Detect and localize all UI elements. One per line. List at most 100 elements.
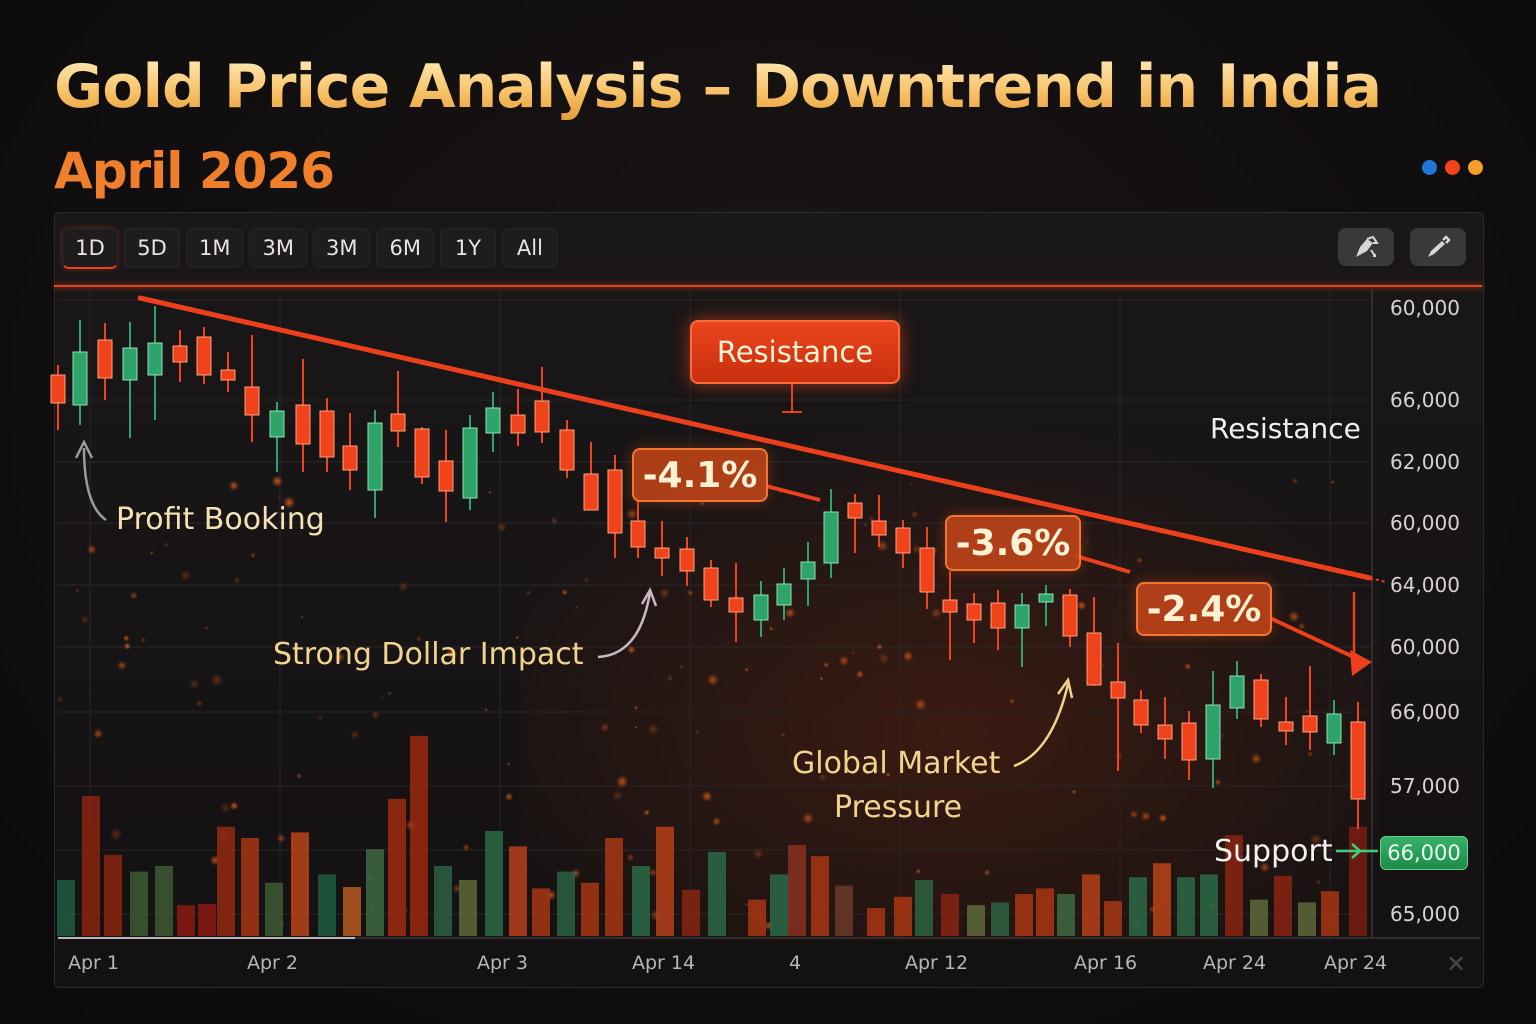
volume-bar xyxy=(682,889,700,936)
candle[interactable] xyxy=(1086,597,1102,686)
candle[interactable] xyxy=(1278,697,1294,745)
candle[interactable] xyxy=(414,427,430,484)
candle[interactable] xyxy=(196,327,212,384)
y-tick-label: 64,000 xyxy=(1390,573,1460,597)
volume-bar xyxy=(1298,902,1316,936)
candle[interactable] xyxy=(147,306,163,420)
volume-bar xyxy=(318,874,336,936)
candle[interactable] xyxy=(1229,661,1245,719)
volume-bar xyxy=(656,826,674,936)
candle[interactable] xyxy=(895,520,911,568)
candle[interactable] xyxy=(966,593,982,643)
page-subtitle: April 2026 xyxy=(54,142,335,200)
pen-icon xyxy=(1428,235,1451,257)
timeframe-6m-button[interactable]: 6M xyxy=(376,228,434,268)
x-tick-label: 4 xyxy=(789,952,802,974)
timeframe-3m-button[interactable]: 3M xyxy=(249,228,307,268)
candle[interactable] xyxy=(919,527,935,609)
candle[interactable] xyxy=(800,542,816,606)
candle[interactable] xyxy=(1062,589,1078,647)
candle[interactable] xyxy=(485,392,501,452)
candle[interactable] xyxy=(390,371,406,447)
candle[interactable] xyxy=(990,590,1006,650)
candle[interactable] xyxy=(438,430,454,522)
candle[interactable] xyxy=(342,413,358,490)
candle[interactable] xyxy=(1133,690,1149,733)
volume-bar xyxy=(770,874,788,936)
candle[interactable] xyxy=(50,365,66,430)
candle[interactable] xyxy=(1350,702,1366,829)
resistance-trendline[interactable] xyxy=(137,295,1373,581)
blue-dot-icon[interactable] xyxy=(1422,160,1437,175)
candle[interactable] xyxy=(607,455,623,558)
timeframe-all-button[interactable]: All xyxy=(501,228,558,268)
volume-bar xyxy=(485,831,503,936)
candle[interactable] xyxy=(823,489,839,578)
volume-bar xyxy=(1349,826,1367,936)
candles xyxy=(50,306,1366,829)
pen-tool-button[interactable] xyxy=(1410,228,1466,266)
timeframe-1d-button[interactable]: 1D xyxy=(62,228,118,269)
volume-bar xyxy=(532,888,550,936)
candle[interactable] xyxy=(776,568,792,620)
candle[interactable] xyxy=(122,322,138,438)
candle[interactable] xyxy=(534,367,550,443)
timeframe-1m-button[interactable]: 1M xyxy=(186,228,244,268)
volume-bar xyxy=(867,908,885,936)
candle[interactable] xyxy=(72,320,88,425)
candle[interactable] xyxy=(1205,671,1221,788)
candle[interactable] xyxy=(703,560,719,607)
x-tick-label: Apr 16 xyxy=(1074,952,1138,974)
candle[interactable] xyxy=(1302,666,1318,750)
candle[interactable] xyxy=(319,398,335,472)
timeframe-3m-button-2[interactable]: 3M xyxy=(312,228,371,268)
volume-bar xyxy=(632,866,650,936)
candle[interactable] xyxy=(220,352,236,392)
candle[interactable] xyxy=(583,442,599,511)
candle[interactable] xyxy=(172,330,188,382)
candle[interactable] xyxy=(630,500,646,558)
volume-bar xyxy=(1082,874,1100,936)
candle[interactable] xyxy=(295,359,311,472)
candle[interactable] xyxy=(1326,700,1342,755)
orange-dot-icon[interactable] xyxy=(1468,160,1483,175)
candle[interactable] xyxy=(1253,674,1269,727)
timeframe-toolbar: 1D 5D 1M 3M 3M 6M 1Y All xyxy=(62,228,558,269)
candle[interactable] xyxy=(753,581,769,637)
volume-bar xyxy=(388,798,406,936)
candle[interactable] xyxy=(462,415,478,510)
drop-badge-3: -2.4% xyxy=(1136,582,1272,636)
volume-bar xyxy=(557,871,575,936)
volume-bar xyxy=(811,856,829,936)
candle[interactable] xyxy=(244,335,260,442)
candle[interactable] xyxy=(269,402,285,472)
candle[interactable] xyxy=(728,563,744,642)
candle[interactable] xyxy=(1110,643,1126,771)
y-tick-label: 66,000 xyxy=(1390,388,1460,412)
candle[interactable] xyxy=(97,323,113,400)
candle[interactable] xyxy=(1038,585,1054,626)
timeframe-5d-button[interactable]: 5D xyxy=(124,228,180,268)
candle[interactable] xyxy=(847,494,863,553)
candle[interactable] xyxy=(654,521,670,576)
volume-bar xyxy=(82,796,100,936)
close-icon[interactable]: ✕ xyxy=(1446,950,1467,978)
strong-dollar-label: Strong Dollar Impact xyxy=(273,637,584,672)
drawing-tools xyxy=(1338,228,1466,266)
red-dot-icon[interactable] xyxy=(1445,160,1460,175)
candle[interactable] xyxy=(942,571,958,660)
candle[interactable] xyxy=(1014,593,1030,667)
candle[interactable] xyxy=(367,410,383,518)
candle[interactable] xyxy=(1181,711,1197,780)
chart-top-border xyxy=(54,285,1482,287)
timeframe-1y-button[interactable]: 1Y xyxy=(439,228,496,268)
candle[interactable] xyxy=(871,495,887,547)
paint-brush-tool-button[interactable] xyxy=(1338,228,1394,266)
candle[interactable] xyxy=(559,420,575,478)
candle[interactable] xyxy=(679,537,695,586)
candle[interactable] xyxy=(1157,697,1173,759)
window-dots xyxy=(1422,160,1483,175)
volume-bar xyxy=(581,882,599,936)
candle[interactable] xyxy=(510,389,526,446)
